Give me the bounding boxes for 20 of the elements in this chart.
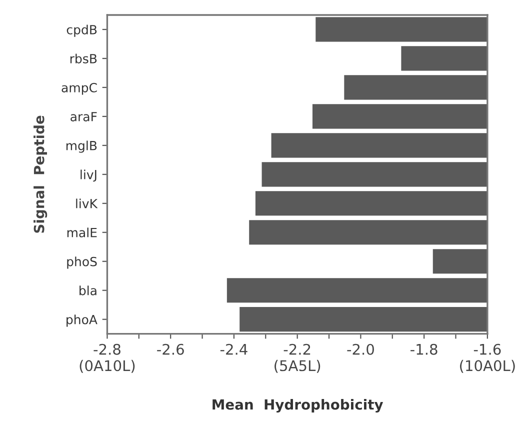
x-axis-title: Mean Hydrophobicity <box>212 399 384 413</box>
x-tick-label: -2.0 <box>347 344 374 355</box>
y-tick-label: livJ <box>80 170 96 182</box>
y-tick-label: phoS <box>67 256 97 269</box>
x-tick-label: -2.4 <box>220 344 248 355</box>
y-tick-label: araF <box>70 112 97 122</box>
x-tick-label: -2.8 (0A10L) <box>80 344 135 373</box>
y-tick-label: livK <box>76 198 98 208</box>
y-tick-label: bla <box>80 286 96 296</box>
y-tick-label: malE <box>67 228 97 238</box>
y-tick-label: phoA <box>66 314 98 327</box>
y-tick-label: rbsB <box>70 54 97 64</box>
y-axis-title: Signal Peptide <box>34 116 48 233</box>
x-tick-label: -1.8 <box>410 344 438 355</box>
y-tick-label: ampC <box>62 82 97 95</box>
y-tick-label: cpdB <box>66 24 97 37</box>
x-tick-label: -2.6 <box>157 344 184 355</box>
x-tick-label: -2.2 (5A5L) <box>274 344 320 373</box>
y-tick-label: mglB <box>66 140 97 153</box>
x-tick-label: -1.6 (10A0L) <box>460 344 515 373</box>
